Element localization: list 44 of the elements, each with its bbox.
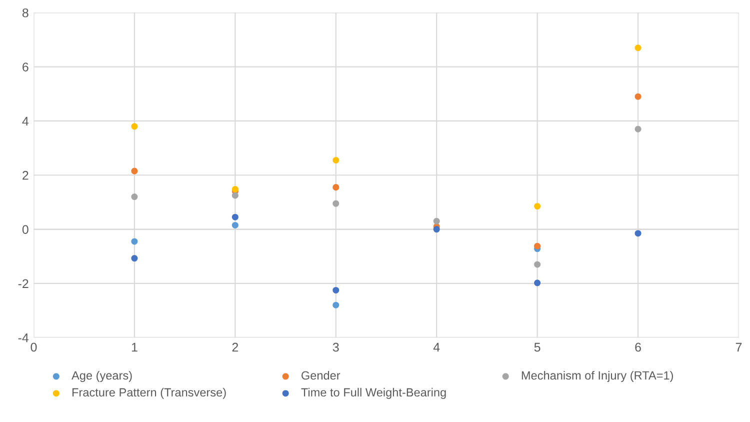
point [332,302,340,308]
y-tick-label: 6 [22,62,28,72]
x-tick-label: 7 [736,342,742,352]
point [332,184,340,191]
y-tick-label: 2 [22,170,28,180]
y-tick-label: 4 [22,116,29,126]
legend-label: Mechanism of Injury (RTA=1) [522,370,673,382]
y-tick-label: 0 [22,225,28,234]
legend-label: Fracture Pattern (Transverse) [72,388,226,399]
point [634,44,642,52]
x-tick-label: 2 [232,342,238,352]
x-tick-label: 0 [30,342,37,352]
point [332,286,340,294]
point [634,93,642,100]
y-tick-label: -2 [18,279,28,288]
legend-label: Time to Full Weight-Bearing [301,388,446,399]
point [433,218,440,224]
point [131,238,138,245]
point [534,261,541,268]
point [232,222,238,228]
point [131,168,138,174]
point [534,203,541,210]
x-tick-label: 4 [433,342,440,352]
point [232,186,238,192]
point [131,255,138,262]
x-tick-label: 6 [635,342,641,352]
point [634,126,642,132]
legend-label: Gender [302,370,340,380]
point [332,156,340,164]
point [634,230,642,237]
point [131,123,138,130]
y-tick-label: 8 [22,8,28,18]
point [332,200,340,207]
y-tick-label: -4 [18,334,29,342]
point [534,280,541,286]
point [232,214,238,220]
point [232,192,238,199]
x-tick-label: 3 [332,342,339,352]
x-tick-label: 5 [534,342,540,352]
point [534,242,541,250]
x-tick-label: 1 [132,342,138,352]
point [433,226,440,233]
point [131,194,138,200]
legend-label: Age (years) [72,370,132,382]
